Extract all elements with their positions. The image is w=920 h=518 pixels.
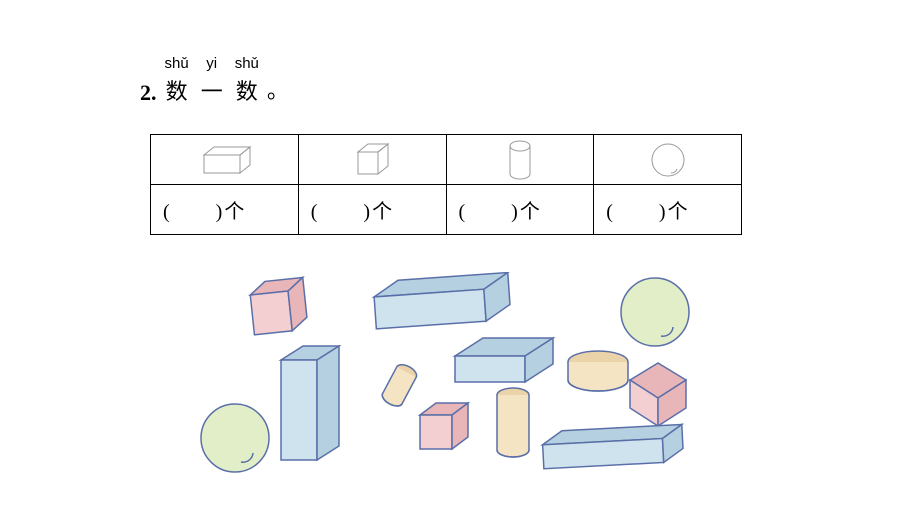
shape-cube-pink-1 xyxy=(240,270,320,350)
shape-cube-pink-2 xyxy=(410,395,480,465)
char-1: 数 xyxy=(166,74,188,106)
header-cylinder xyxy=(446,135,594,185)
period: 。 xyxy=(267,73,289,105)
shape-cuboid-blue-tall xyxy=(273,340,353,470)
cube-icon xyxy=(350,140,394,180)
header-sphere xyxy=(594,135,742,185)
answer-cylinder[interactable]: ( )个 xyxy=(446,185,594,235)
sphere-icon xyxy=(649,141,687,179)
header-cuboid xyxy=(151,135,299,185)
shape-sphere-green-2 xyxy=(195,398,275,478)
pinyin-1: shǔ xyxy=(165,55,189,72)
question-title: 2. shǔ 数 yi 一 shǔ 数 。 xyxy=(140,55,780,106)
shape-cylinder-cream-tall xyxy=(488,385,538,465)
question-number: 2. xyxy=(140,80,157,106)
answer-cuboid[interactable]: ( )个 xyxy=(151,185,299,235)
header-cube xyxy=(298,135,446,185)
answer-cube[interactable]: ( )个 xyxy=(298,185,446,235)
title-chars: shǔ 数 yi 一 shǔ 数 xyxy=(165,55,259,106)
pinyin-2: yi xyxy=(206,55,217,72)
char-3: 数 xyxy=(236,74,258,106)
shapes-table: ( )个 ( )个 ( )个 ( )个 xyxy=(150,134,742,235)
cuboid-icon xyxy=(194,143,254,177)
pinyin-3: shǔ xyxy=(235,55,259,72)
cylinder-icon xyxy=(507,139,533,181)
shape-sphere-green-1 xyxy=(615,272,695,352)
shape-cuboid-blue-long xyxy=(535,423,695,478)
shapes-illustration xyxy=(140,260,780,490)
char-2: 一 xyxy=(201,74,223,106)
answer-sphere[interactable]: ( )个 xyxy=(594,185,742,235)
